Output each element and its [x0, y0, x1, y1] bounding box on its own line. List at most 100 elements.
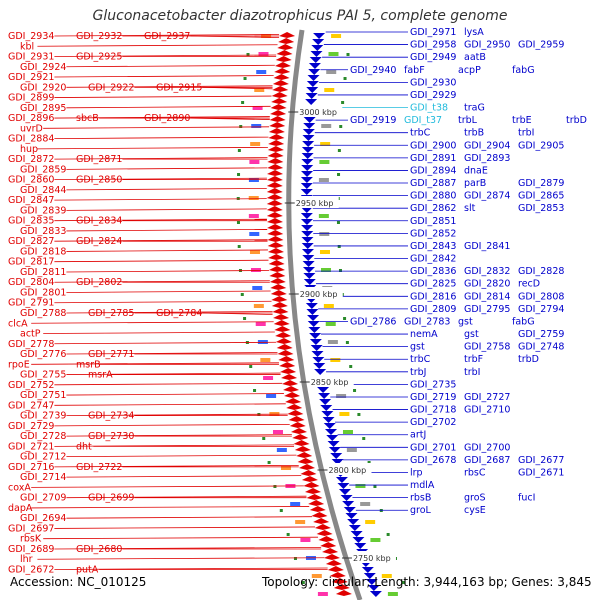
forward-gene-label: GDI_2971 [410, 27, 456, 38]
forward-gene-arrow [302, 129, 315, 135]
reverse-gene-arrow [275, 56, 292, 62]
scale-tick-background [292, 196, 339, 208]
reverse-gene-arrow [274, 68, 291, 74]
reverse-gene-arrow [329, 572, 346, 578]
feature-dot [236, 221, 240, 224]
reverse-gene-label: GDI_2827 [8, 236, 54, 247]
feature-box [387, 592, 398, 596]
feature-box [331, 34, 342, 38]
reverse-gene-label: GDI_2920 [20, 82, 66, 93]
reverse-gene-label: GDI_2755 [20, 370, 66, 381]
forward-gene-label: groS [464, 493, 486, 504]
reverse-gene-label: GDI_2714 [20, 472, 66, 483]
feature-box [255, 322, 266, 326]
forward-gene-label: recD [518, 279, 540, 290]
forward-gene-label: GDI_2929 [410, 90, 456, 101]
reverse-leader-line [66, 229, 268, 232]
reverse-gene-arrow [287, 410, 304, 416]
reverse-gene-arrow [300, 470, 317, 476]
forward-gene-label: GDI_2891 [410, 153, 456, 164]
feature-box [323, 304, 334, 308]
forward-gene-arrow [338, 489, 351, 495]
reverse-gene-arrow [314, 524, 331, 530]
forward-gene-arrow [300, 183, 313, 189]
forward-gene-label: GDI_2759 [518, 329, 564, 340]
reverse-leader-line [54, 218, 267, 222]
reverse-gene-arrow [267, 236, 284, 242]
forward-gene-label: GDI_2687 [464, 455, 510, 466]
reverse-gene-arrow [278, 38, 295, 44]
forward-gene-label: GDI_2809 [410, 304, 456, 315]
feature-dot [349, 365, 353, 368]
reverse-leader-line [54, 75, 274, 78]
reverse-gene-arrow [271, 92, 288, 98]
reverse-gene-label: rpoE [8, 359, 30, 370]
forward-gene-arrow [309, 57, 322, 63]
reverse-leader-line [31, 485, 304, 488]
reverse-leader-line [54, 382, 283, 386]
reverse-gene-arrow [273, 74, 290, 80]
feature-box [266, 394, 277, 398]
scale-tick-background [349, 551, 396, 563]
reverse-gene-arrow [270, 284, 287, 290]
reverse-gene-arrow [281, 374, 298, 380]
reverse-gene-arrow [269, 278, 286, 284]
reverse-gene-label: actP [20, 329, 41, 340]
reverse-gene-label: GDI_2752 [8, 380, 54, 391]
forward-strand-leader-lines [312, 31, 408, 511]
reverse-leader-line [54, 95, 272, 98]
reverse-gene-label: GDI_2689 [8, 544, 54, 555]
reverse-gene-arrow [268, 266, 285, 272]
feature-dot [336, 221, 340, 224]
reverse-gene-label: rbsK [20, 534, 42, 545]
reverse-gene-label: GDI_2834 [76, 216, 122, 227]
feature-dot [243, 77, 247, 80]
forward-gene-label: GDI_2832 [464, 266, 510, 277]
feature-box [320, 142, 331, 146]
forward-gene-label: GDI_2880 [410, 191, 456, 202]
reverse-gene-arrow [293, 440, 310, 446]
feature-box [253, 304, 264, 308]
feature-dot [338, 269, 342, 272]
feature-box [263, 376, 274, 380]
forward-gene-label: GDI_2874 [464, 191, 510, 202]
forward-gene-label: GDI_2843 [410, 241, 456, 252]
forward-gene-arrow [347, 519, 360, 525]
reverse-gene-label: GDI_2896 [8, 113, 54, 124]
reverse-gene-arrow [274, 326, 291, 332]
reverse-leader-line [66, 290, 271, 293]
feature-box [381, 574, 392, 578]
reverse-leader-line [66, 270, 270, 273]
forward-gene-label: GDI_2851 [410, 216, 456, 227]
forward-gene-arrow [306, 87, 319, 93]
forward-gene-label: trbD [566, 115, 587, 126]
reverse-gene-label: GDI_2712 [20, 452, 66, 463]
feature-dot [253, 389, 257, 392]
forward-gene-arrow [300, 189, 313, 195]
forward-gene-label: GDI_2959 [518, 40, 564, 51]
reverse-gene-arrow [267, 158, 284, 164]
reverse-gene-label: GDI_2721 [8, 441, 54, 452]
reverse-gene-arrow [333, 584, 350, 590]
reverse-gene-arrow [294, 446, 311, 452]
accession-label: Accession: NC_010125 [10, 575, 147, 589]
forward-gene-arrow [308, 69, 321, 75]
forward-gene-label: GDI_2748 [518, 342, 564, 353]
forward-gene-label: traG [464, 103, 485, 114]
feature-box [281, 466, 292, 470]
forward-gene-label: trbE [512, 115, 532, 126]
reverse-gene-label: GDI_2729 [8, 421, 54, 432]
feature-box [317, 592, 328, 596]
forward-gene-arrow [307, 75, 320, 81]
forward-gene-arrow [343, 507, 356, 513]
forward-gene-arrow [300, 219, 313, 225]
forward-gene-arrow [301, 225, 314, 231]
reverse-gene-arrow [266, 212, 283, 218]
feature-dot [337, 149, 341, 152]
forward-gene-arrow [305, 99, 318, 105]
forward-gene-arrow [323, 423, 336, 429]
feature-dot [341, 101, 345, 104]
feature-box [318, 214, 329, 218]
reverse-gene-arrow [292, 434, 309, 440]
reverse-gene-arrow [323, 554, 340, 560]
